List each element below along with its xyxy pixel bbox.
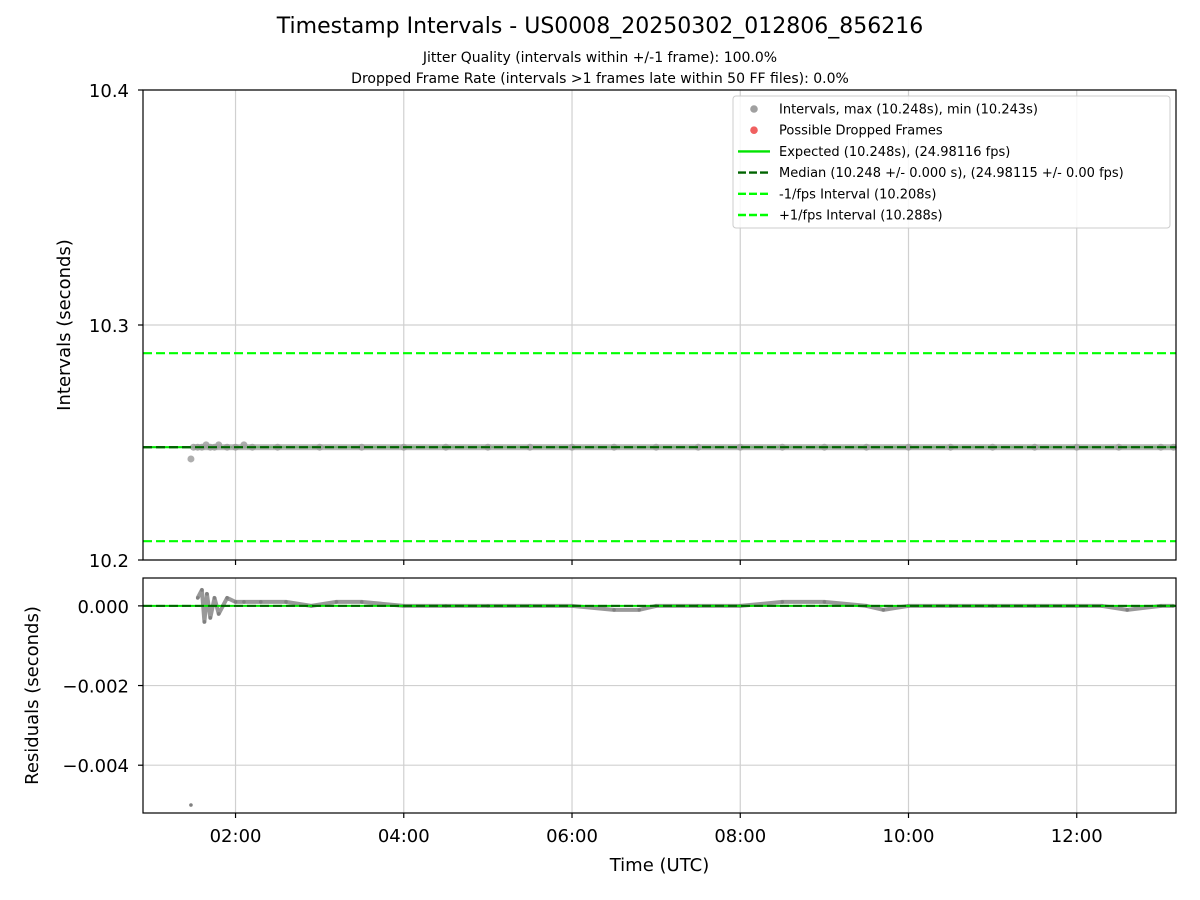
y-axis-label-bottom: Residuals (seconds) bbox=[22, 606, 43, 785]
y-tick-label-bottom: 0.000 bbox=[77, 597, 129, 618]
legend-entry-label: Median (10.248 +/- 0.000 s), (24.98115 +… bbox=[779, 166, 1124, 181]
x-tick-label: 12:00 bbox=[1051, 826, 1103, 847]
residual-point bbox=[822, 600, 827, 604]
legend-marker bbox=[750, 126, 758, 134]
chart-subtitle-jitter: Jitter Quality (intervals within +/-1 fr… bbox=[422, 50, 778, 66]
residual-point bbox=[233, 600, 238, 604]
residual-point bbox=[200, 588, 204, 592]
x-tick-label: 02:00 bbox=[210, 826, 262, 847]
residual-point bbox=[208, 616, 213, 620]
bottom-axes-frame bbox=[142, 577, 1177, 814]
residual-point bbox=[189, 803, 193, 807]
residual-point bbox=[212, 596, 217, 600]
chart-title: Timestamp Intervals - US0008_20250302_01… bbox=[276, 14, 924, 39]
interval-point bbox=[358, 443, 366, 451]
residual-point bbox=[216, 612, 221, 616]
x-tick-label: 06:00 bbox=[546, 826, 598, 847]
legend-box bbox=[732, 95, 1171, 229]
residual-point bbox=[202, 620, 207, 624]
residual-point bbox=[242, 600, 246, 604]
intervals-plot: 10.2 10.3 10.4 Intervals (seconds) Intervals… bbox=[54, 81, 1177, 572]
residuals-plot: 0.000 −0.002 −0.004 02:00 04:00 06:00 08:00 10:… bbox=[22, 577, 1177, 876]
y-axis-label-top: Intervals (seconds) bbox=[54, 239, 75, 411]
interval-point bbox=[187, 455, 195, 463]
interval-point bbox=[526, 443, 534, 451]
residual-point bbox=[612, 608, 616, 612]
y-tick-label-bottom: −0.004 bbox=[62, 756, 129, 777]
legend-marker bbox=[750, 105, 758, 113]
legend-entry-label: +1/fps Interval (10.288s) bbox=[779, 209, 943, 224]
interval-point bbox=[1073, 443, 1081, 451]
x-axis-label: Time (UTC) bbox=[609, 855, 710, 876]
residual-point bbox=[205, 592, 209, 596]
residual-point bbox=[225, 596, 229, 600]
interval-point bbox=[904, 443, 912, 451]
y-tick-label-top: 10.3 bbox=[89, 316, 129, 337]
x-tick-label: 08:00 bbox=[714, 826, 766, 847]
chart-subtitle-dropped: Dropped Frame Rate (intervals >1 frames … bbox=[351, 71, 849, 87]
residual-point bbox=[258, 600, 263, 604]
interval-point bbox=[736, 443, 744, 451]
x-tick-label: 04:00 bbox=[378, 826, 430, 847]
residual-point bbox=[780, 600, 785, 604]
legend-entry-label: Expected (10.248s), (24.98116 fps) bbox=[779, 145, 1010, 160]
interval-point bbox=[694, 443, 702, 451]
residual-point bbox=[284, 600, 288, 604]
residual-point bbox=[334, 600, 339, 604]
legend-entry-label: Intervals, max (10.248s), min (10.243s) bbox=[779, 103, 1038, 118]
legend-entry-label: Possible Dropped Frames bbox=[779, 124, 943, 139]
y-tick-label-bottom: −0.002 bbox=[62, 677, 129, 698]
residual-point bbox=[881, 608, 886, 612]
y-tick-label-top: 10.2 bbox=[89, 551, 129, 572]
residual-point bbox=[637, 608, 642, 612]
legend-entry-label: -1/fps Interval (10.208s) bbox=[779, 187, 936, 202]
residual-point bbox=[195, 596, 200, 600]
residual-point bbox=[359, 600, 364, 604]
y-tick-label-top: 10.4 bbox=[89, 81, 129, 102]
x-tick-label: 10:00 bbox=[883, 826, 935, 847]
residual-point bbox=[1125, 608, 1130, 612]
